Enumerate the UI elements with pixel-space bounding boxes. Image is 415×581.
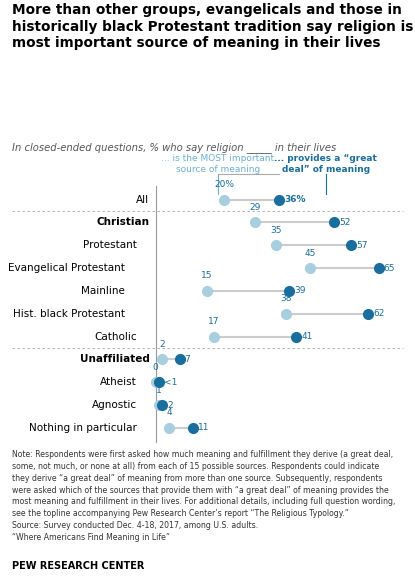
Text: 17: 17 [208,317,220,326]
Text: 41: 41 [301,332,312,341]
Text: 35: 35 [270,226,281,235]
Text: <1: <1 [164,378,177,387]
Text: In closed-ended questions, % who say religion _____ in their lives: In closed-ended questions, % who say rel… [12,142,337,153]
Text: 15: 15 [201,271,213,281]
Text: 45: 45 [304,249,316,257]
Text: All: All [136,195,149,205]
Text: 1: 1 [156,386,162,394]
Text: Atheist: Atheist [100,377,137,387]
Text: Hist. black Protestant: Hist. black Protestant [12,309,125,319]
Text: 38: 38 [280,295,292,303]
Text: 52: 52 [339,218,350,227]
Text: 4: 4 [166,408,172,417]
Text: Nothing in particular: Nothing in particular [29,423,137,433]
Text: 7: 7 [185,355,190,364]
Text: Agnostic: Agnostic [92,400,137,410]
Text: 65: 65 [383,264,395,272]
Text: 11: 11 [198,424,210,432]
Text: Protestant: Protestant [83,241,137,250]
Text: 0: 0 [153,363,159,372]
Text: 20%: 20% [214,180,234,189]
Text: 57: 57 [356,241,368,250]
Text: Unaffiliated: Unaffiliated [80,354,149,364]
Text: 39: 39 [294,286,306,295]
Text: Christian: Christian [96,217,149,227]
Text: 62: 62 [373,309,385,318]
Text: 36%: 36% [284,195,305,204]
Text: Note: Respondents were first asked how much meaning and fulfillment they derive : Note: Respondents were first asked how m… [12,450,396,542]
Text: 2: 2 [168,400,173,410]
Text: Evangelical Protestant: Evangelical Protestant [7,263,124,273]
Text: PEW RESEARCH CENTER: PEW RESEARCH CENTER [12,561,145,571]
Text: Mainline: Mainline [81,286,124,296]
Text: ... is the MOST important
source of meaning: ... is the MOST important source of mean… [161,154,274,174]
Text: ... provides a “great
deal” of meaning: ... provides a “great deal” of meaning [274,154,377,174]
Text: 2: 2 [160,340,165,349]
Text: More than other groups, evangelicals and those in
historically black Protestant : More than other groups, evangelicals and… [12,3,414,51]
Text: 29: 29 [249,203,261,212]
Text: Catholic: Catholic [94,332,137,342]
